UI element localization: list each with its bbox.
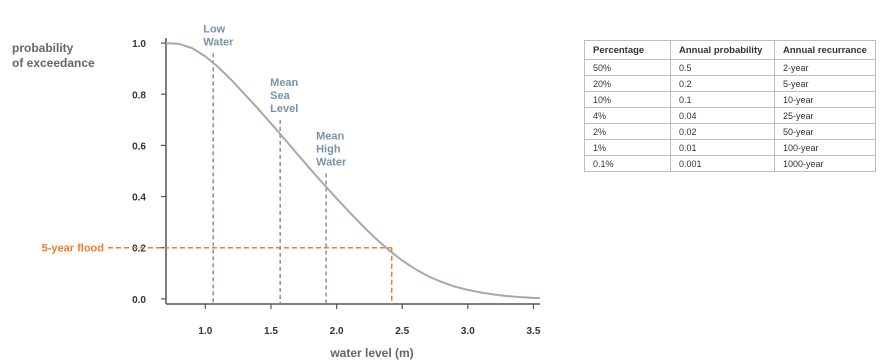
reference-label-line: Level <box>270 103 298 115</box>
table-cell: 0.04 <box>670 107 775 124</box>
y-axis-title-line-2: of exceedance <box>12 56 95 70</box>
table-header-row: Percentage Annual probability Annual rec… <box>584 40 876 60</box>
flood-label: 5-year flood <box>42 243 104 255</box>
x-tick-label: 3.0 <box>461 326 475 337</box>
exceedance-curve <box>165 42 541 300</box>
y-axis-title-line-1: probability <box>12 41 74 55</box>
table-row: 20% 0.2 5-year <box>584 75 876 92</box>
y-tick-label: 0.6 <box>132 141 146 152</box>
table-row: 10% 0.1 10-year <box>584 91 876 108</box>
x-tick-label: 2.0 <box>330 326 344 337</box>
y-tick-label: 0.8 <box>132 90 146 101</box>
table-cell: 0.001 <box>670 155 775 172</box>
x-axis-title: water level (m) <box>329 346 413 360</box>
table-cell: 100-year <box>774 139 876 156</box>
table-cell: 0.01 <box>670 139 775 156</box>
table-cell: 1% <box>584 139 671 156</box>
table-cell: 50-year <box>774 123 876 140</box>
y-tick-label: 1.0 <box>132 39 146 50</box>
table-cell: 20% <box>584 75 671 92</box>
axes <box>165 38 540 305</box>
table-header-annual-probability: Annual probability <box>670 40 775 60</box>
x-tick-label: 1.0 <box>198 326 212 337</box>
table-cell: 50% <box>584 59 671 76</box>
reference-label-line: Low <box>203 23 225 35</box>
reference-label: Mean High Water <box>316 131 347 169</box>
flood-marker: 5-year flood <box>42 243 393 304</box>
table-cell: 10% <box>584 91 671 108</box>
recurrence-table: Percentage Annual probability Annual rec… <box>584 40 876 172</box>
table-cell: 0.1 <box>670 91 775 108</box>
reference-label-line: Mean <box>270 77 298 89</box>
table-cell: 5-year <box>774 75 876 92</box>
table-cell: 2-year <box>774 59 876 76</box>
y-ticks: 0.0 0.2 0.4 0.6 0.8 1.0 <box>132 39 166 306</box>
reference-label-line: Sea <box>270 90 290 102</box>
table-cell: 2% <box>584 123 671 140</box>
reference-label-line: Water <box>203 36 234 48</box>
table-cell: 0.02 <box>670 123 775 140</box>
table-cell: 4% <box>584 107 671 124</box>
reference-label-line: High <box>316 144 341 156</box>
reference-label-line: Mean <box>316 131 344 143</box>
y-axis-title: probability of exceedance <box>12 41 95 70</box>
y-tick-label: 0.2 <box>132 244 146 255</box>
table-cell: 25-year <box>774 107 876 124</box>
x-ticks: 1.0 1.5 2.0 2.5 3.0 3.5 <box>198 304 541 337</box>
y-tick-label: 0.0 <box>132 295 146 306</box>
reference-label: Mean Sea Level <box>270 77 298 115</box>
x-tick-label: 2.5 <box>395 326 409 337</box>
table-row: 2% 0.02 50-year <box>584 123 876 140</box>
x-tick-label: 3.5 <box>526 326 540 337</box>
table-header-percentage: Percentage <box>584 40 671 60</box>
x-tick-label: 1.5 <box>264 326 278 337</box>
table-cell: 0.1% <box>584 155 671 172</box>
reference-label-line: Water <box>316 157 347 169</box>
table-cell: 1000-year <box>774 155 876 172</box>
table-row: 1% 0.01 100-year <box>584 139 876 156</box>
table-header-annual-recurrance: Annual recurrance <box>774 40 876 60</box>
table-row: 50% 0.5 2-year <box>584 59 876 76</box>
table-cell: 0.5 <box>670 59 775 76</box>
table-cell: 10-year <box>774 91 876 108</box>
reference-label: Low Water <box>203 23 234 48</box>
y-tick-label: 0.4 <box>132 193 146 204</box>
table-row: 4% 0.04 25-year <box>584 107 876 124</box>
table-row: 0.1% 0.001 1000-year <box>584 155 876 172</box>
table-cell: 0.2 <box>670 75 775 92</box>
